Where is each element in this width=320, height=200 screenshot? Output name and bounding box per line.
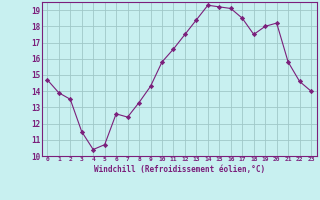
X-axis label: Windchill (Refroidissement éolien,°C): Windchill (Refroidissement éolien,°C) xyxy=(94,165,265,174)
